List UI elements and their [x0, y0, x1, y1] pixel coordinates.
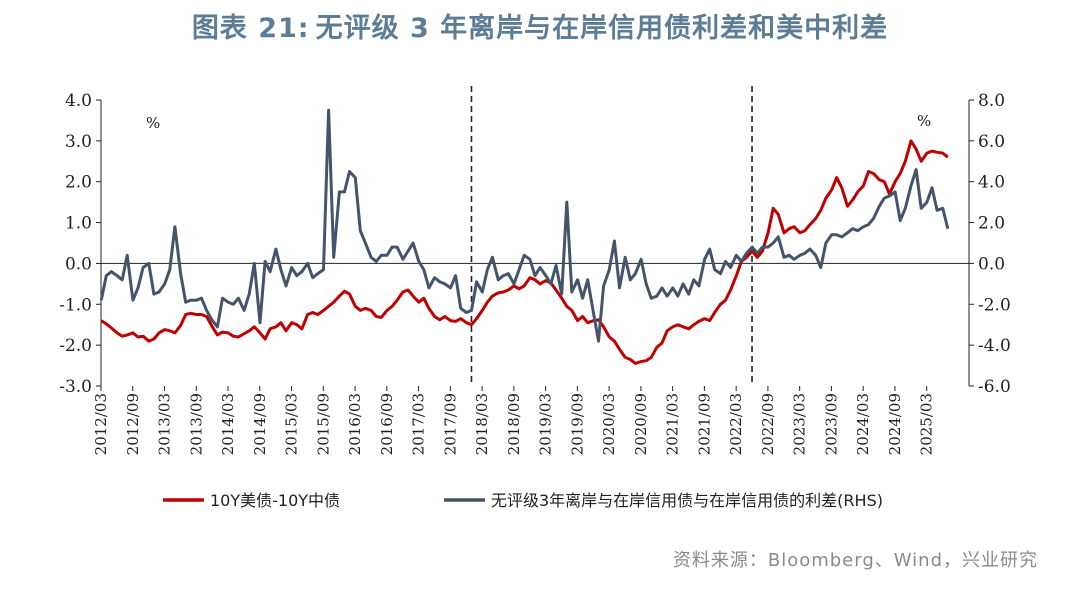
left-y-axis: 4.0 3.0 2.0 1.0 0.0 -1.0 -2.0 -3.0: [59, 91, 101, 397]
x-tick-label: 2014/03: [219, 393, 237, 455]
divider-lines: [470, 86, 753, 386]
x-tick-label: 2023/03: [791, 393, 809, 455]
right-unit-label: %: [917, 112, 931, 130]
x-tick-label: 2014/09: [251, 393, 269, 455]
x-tick-label: 2017/09: [441, 393, 459, 455]
chart-title: 图表 21: 无评级 3 年离岸与在岸信用债利差和美中利差: [0, 6, 1080, 45]
x-tick-label: 2019/03: [537, 393, 555, 455]
x-tick-label: 2015/03: [283, 393, 301, 455]
x-tick-label: 2012/09: [124, 393, 142, 455]
right-tick-label: -6.0: [978, 377, 1011, 397]
x-tick-label: 2024/03: [854, 393, 872, 455]
source-note: 资料来源：Bloomberg、Wind，兴业研究: [672, 550, 1038, 571]
left-tick-label: 4.0: [65, 91, 92, 111]
legend-label-offshore-onshore: 无评级3年离岸与在岸信用债与在岸信用债的利差(RHS): [491, 491, 883, 510]
x-tick-label: 2019/09: [568, 393, 586, 455]
chart-title-prefix: 图表 21:: [191, 13, 310, 44]
left-tick-label: -3.0: [59, 377, 92, 397]
left-tick-label: 0.0: [65, 254, 92, 274]
left-tick-label: -2.0: [59, 336, 92, 356]
x-tick-label: 2013/09: [187, 393, 205, 455]
x-tick-label: 2018/03: [473, 393, 491, 455]
x-tick-label: 2018/09: [505, 393, 523, 455]
left-tick-label: 2.0: [65, 173, 92, 193]
series-group: [99, 108, 950, 365]
right-tick-label: -2.0: [978, 295, 1011, 315]
right-tick-label: 0.0: [978, 254, 1005, 274]
left-tick-label: 3.0: [65, 132, 92, 152]
right-tick-label: 8.0: [978, 91, 1005, 111]
left-unit-label: %: [146, 114, 160, 132]
x-tick-label: 2022/09: [759, 393, 777, 455]
x-tick-label: 2022/03: [727, 393, 745, 455]
x-tick-label: 2021/09: [695, 393, 713, 455]
x-tick-label: 2012/03: [92, 393, 110, 455]
left-tick-label: -1.0: [59, 295, 92, 315]
x-axis: 2012/03 2012/09 2013/03 2013/09 2014/03 2014/…: [92, 386, 936, 455]
x-tick-label: 2021/03: [664, 393, 682, 455]
x-tick-label: 2016/03: [346, 393, 364, 455]
legend: 10Y美债-10Y中债 无评级3年离岸与在岸信用债与在岸信用债的利差(RHS): [163, 491, 883, 510]
right-y-axis: 8.0 6.0 4.0 2.0 0.0 -2.0 -4.0 -6.0: [969, 91, 1011, 397]
axes: [100, 100, 970, 386]
chart-title-text: 无评级 3 年离岸与在岸信用债利差和美中利差: [315, 13, 889, 44]
series-line-us-cn-spread: [100, 139, 949, 365]
x-tick-label: 2013/03: [156, 393, 174, 455]
series-line-offshore-onshore-spread: [99, 108, 950, 343]
x-tick-label: 2016/09: [378, 393, 396, 455]
x-tick-label: 2020/09: [632, 393, 650, 455]
x-tick-label: 2024/09: [886, 393, 904, 455]
right-tick-label: 2.0: [978, 214, 1005, 234]
x-tick-label: 2020/03: [600, 393, 618, 455]
right-tick-label: -4.0: [978, 336, 1011, 356]
x-tick-label: 2023/09: [822, 393, 840, 455]
x-tick-label: 2025/03: [918, 393, 936, 455]
legend-label-us-cn: 10Y美债-10Y中债: [210, 491, 340, 510]
right-tick-label: 6.0: [978, 132, 1005, 152]
x-tick-label: 2015/09: [314, 393, 332, 455]
right-tick-label: 4.0: [978, 173, 1005, 193]
x-tick-label: 2017/03: [410, 393, 428, 455]
left-tick-label: 1.0: [65, 214, 92, 234]
